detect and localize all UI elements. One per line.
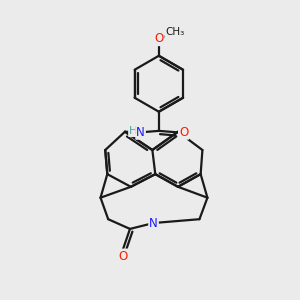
- Text: N: N: [149, 217, 158, 230]
- Text: O: O: [118, 250, 128, 262]
- Text: CH₃: CH₃: [165, 27, 185, 37]
- Text: H: H: [129, 126, 137, 136]
- Text: O: O: [179, 126, 188, 139]
- Text: N: N: [136, 126, 145, 139]
- Text: O: O: [154, 32, 164, 45]
